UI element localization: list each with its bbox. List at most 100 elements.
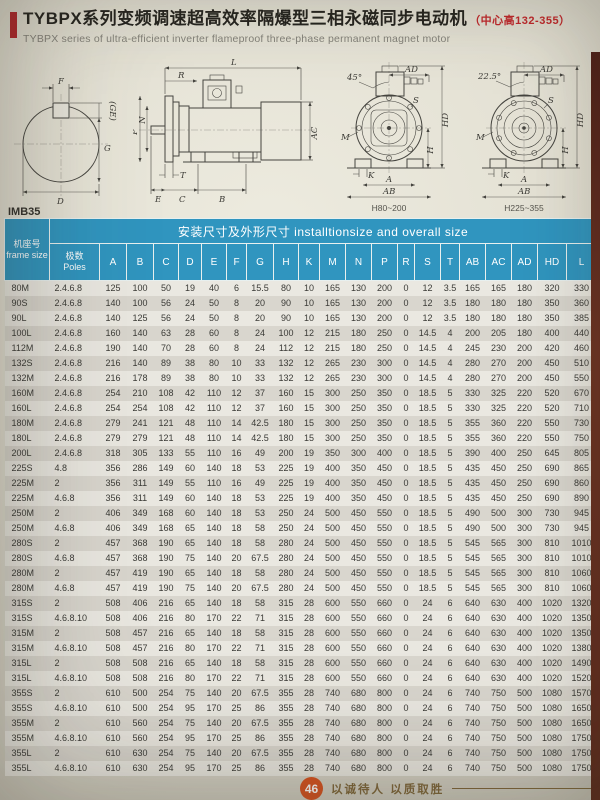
poles-cell: 2.4.6.8 (54, 283, 83, 293)
dimension-cell: 368 (132, 538, 148, 548)
dimension-cell: 180 (490, 298, 507, 308)
dimension-cell: 28 (303, 748, 314, 758)
dimension-cell: 508 (105, 628, 121, 638)
dimension-cell: 0 (403, 553, 409, 563)
dimension-cell: 250 (278, 508, 294, 518)
dimension-cell: 710 (574, 403, 590, 413)
dimension-cell: 10 (231, 358, 242, 368)
dimension-cell: 24 (184, 313, 195, 323)
dimension-cell: 300 (324, 403, 341, 413)
table-row: 280S 2 457 368 190 65 140 18 58 280 24 500 450 550 0 18… (4, 536, 597, 551)
dimension-cell: 149 (158, 493, 174, 503)
dimension-cell: 24 (184, 298, 195, 308)
dimension-cell: 0 (403, 388, 409, 398)
dimension-cell: 178 (132, 373, 148, 383)
dimension-cell: 406 (105, 523, 121, 533)
dimension-cell: 168 (158, 508, 174, 518)
dimension-cell: 500 (490, 508, 507, 518)
dimension-cell: 280 (278, 553, 294, 563)
dimension-cell: 18 (231, 658, 242, 668)
dimension-cell: 450 (350, 508, 367, 518)
dimension-cell: 800 (376, 733, 393, 743)
dimension-cell: 53 (254, 508, 265, 518)
dim-label-a: A (520, 175, 527, 185)
dimension-cell: 12 (422, 283, 433, 293)
table-row: 132M 2.4.6.8 216 178 89 38 80 10 33 132 12 265 230 30… (4, 371, 597, 386)
dimension-cell: 180 (490, 313, 507, 323)
dimension-cell: 12 (231, 403, 242, 413)
dimension-cell: 360 (490, 418, 507, 428)
poles-cell: 2 (54, 538, 60, 548)
dimension-cell: 508 (132, 673, 148, 683)
dimension-cell: 53 (254, 493, 265, 503)
dimension-cell: 254 (158, 718, 174, 728)
poles-cell: 2.4.6.8 (54, 388, 83, 398)
dimension-cell: 280 (278, 538, 294, 548)
dimension-cell: 6 (447, 643, 453, 653)
dimension-cell: 0 (403, 703, 409, 713)
dimension-cell: 5 (447, 538, 453, 548)
dimension-cell: 80 (208, 373, 219, 383)
dimension-cell: 500 (516, 688, 533, 698)
dimension-cell: 565 (490, 568, 507, 578)
dimension-cell: 450 (376, 463, 393, 473)
dimension-cell: 110 (206, 418, 222, 428)
dimension-cell: 55 (184, 478, 195, 488)
dimension-cell: 740 (324, 703, 341, 713)
dimension-cell: 660 (376, 628, 393, 638)
dimension-cell: 420 (544, 343, 560, 353)
dimension-cell: 500 (132, 688, 148, 698)
dimension-cell: 1650 (571, 703, 592, 713)
column-header-r: R (397, 243, 415, 281)
dimension-cell: 160 (278, 388, 294, 398)
frame-size-cell: 315M (11, 628, 35, 638)
dimension-cell: 110 (206, 388, 222, 398)
frame-size-cell: 315L (11, 658, 32, 668)
frame-size-cell: 355L (11, 763, 32, 773)
dimension-cell: 170 (206, 643, 222, 653)
dimension-cell: 65 (184, 628, 195, 638)
dimension-cell: 356 (105, 463, 121, 473)
dimension-cell: 24 (254, 343, 265, 353)
dimension-cell: 71 (254, 673, 265, 683)
dimension-cell: 550 (350, 658, 367, 668)
poles-cell: 4.6.8.10 (54, 703, 88, 713)
dimension-cell: 1350 (571, 613, 592, 623)
dimension-cell: 18 (231, 508, 242, 518)
dimension-cell: 490 (464, 523, 481, 533)
dimension-cell: 250 (350, 418, 367, 428)
poles-column-header: 极数 Poles (49, 243, 100, 281)
column-header-m: M (319, 243, 346, 281)
dimension-cell: 42.5 (251, 433, 269, 443)
dimension-cell: 14.5 (418, 343, 437, 353)
dimension-cell: 0 (403, 373, 409, 383)
dimension-cell: 168 (158, 523, 174, 533)
dimension-cell: 800 (376, 763, 393, 773)
table-row: 180L 2.4.6.8 279 279 121 48 110 14 42.5 180 15 300 2… (4, 431, 597, 446)
dimension-cell: 660 (376, 613, 393, 623)
dimension-cell: 190 (158, 538, 174, 548)
dimension-cell: 220 (516, 403, 533, 413)
dimension-cell: 740 (324, 688, 341, 698)
dimension-cell: 0 (403, 658, 409, 668)
dimension-cell: 149 (158, 478, 174, 488)
dimension-cell: 315 (278, 628, 294, 638)
table-row: 355S 4.6.8.10 610 500 254 95 170 25 86 355 28 740 68… (4, 701, 597, 716)
dimension-cell: 500 (516, 703, 533, 713)
frame-size-cell: 280M (11, 583, 35, 593)
dimension-cell: 300 (516, 568, 533, 578)
frame-size-column-header: 机座号 frame size (4, 218, 50, 281)
dimension-cell: 18.5 (418, 583, 437, 593)
dimension-cell: 440 (574, 328, 590, 338)
dimension-cell: 180 (350, 328, 367, 338)
dimension-cell: 140 (132, 343, 148, 353)
dimension-cell: 15 (303, 388, 314, 398)
dimension-cell: 450 (544, 358, 560, 368)
dimension-cell: 1020 (541, 598, 563, 608)
dimension-cell: 545 (464, 553, 481, 563)
dimension-cell: 250 (516, 493, 533, 503)
dimension-cell: 108 (158, 403, 174, 413)
dimension-cell: 660 (376, 598, 393, 608)
dimension-cell: 1320 (571, 598, 592, 608)
